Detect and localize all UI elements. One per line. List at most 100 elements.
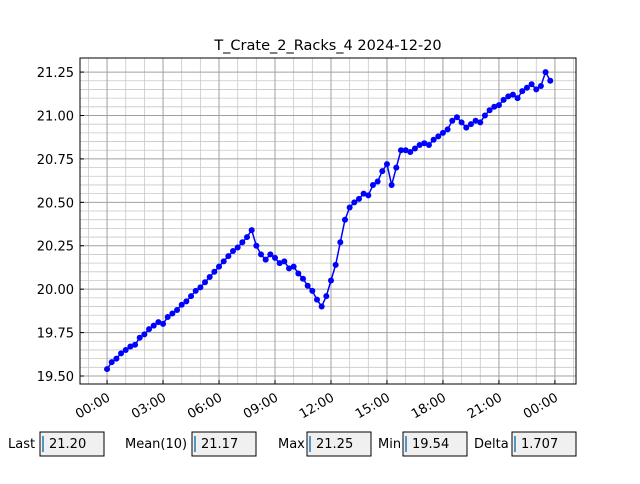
data-point [150, 322, 157, 329]
data-point [267, 251, 274, 258]
data-point [523, 84, 530, 91]
data-point [355, 195, 362, 202]
data-point [416, 142, 423, 149]
y-tick-label: 19.50 [37, 370, 74, 385]
data-point [299, 275, 306, 282]
data-point [397, 147, 404, 154]
data-point [118, 350, 125, 357]
data-point [202, 279, 209, 286]
data-point [262, 256, 269, 263]
data-point [537, 82, 544, 89]
data-point [453, 114, 460, 121]
data-point [407, 148, 414, 155]
data-point [411, 145, 418, 152]
y-tick-label: 21.25 [37, 66, 74, 81]
data-point [519, 88, 526, 95]
data-point [500, 96, 507, 103]
data-point [393, 164, 400, 171]
data-point [463, 124, 470, 131]
data-point [295, 270, 302, 277]
data-point [253, 242, 260, 249]
data-point [421, 140, 428, 147]
data-point [360, 190, 367, 197]
data-point [425, 142, 432, 149]
data-point [383, 161, 390, 168]
data-point [188, 293, 195, 300]
textbox[interactable] [39, 431, 105, 457]
data-point [127, 343, 134, 350]
data-point [472, 117, 479, 124]
textbox-value: 1.707 [521, 437, 558, 452]
data-point [444, 126, 451, 133]
data-point [458, 119, 465, 126]
data-point [146, 326, 153, 333]
data-point [239, 239, 246, 246]
data-point [164, 313, 171, 320]
textbox-label: Max [278, 437, 305, 452]
data-point [388, 181, 395, 188]
textbox[interactable] [191, 431, 257, 457]
data-point [547, 77, 554, 84]
data-point [178, 301, 185, 308]
data-point [430, 136, 437, 143]
data-point [313, 296, 320, 303]
data-point [449, 117, 456, 124]
data-point [141, 331, 148, 338]
data-point [374, 178, 381, 185]
data-point [155, 319, 162, 326]
data-point [108, 359, 115, 366]
textbox-value: 21.20 [49, 437, 86, 452]
data-point [481, 112, 488, 119]
data-point [323, 293, 330, 300]
textbox[interactable] [402, 431, 468, 457]
y-tick-label: 19.75 [37, 327, 74, 342]
data-point [192, 287, 199, 294]
data-point [309, 287, 316, 294]
data-point [230, 247, 237, 254]
y-tick-label: 20.25 [37, 240, 74, 255]
y-tick-label: 21.00 [37, 109, 74, 124]
data-point [477, 119, 484, 126]
data-point [132, 341, 139, 348]
data-point [379, 168, 386, 175]
data-point [514, 95, 521, 102]
textbox-value: 21.17 [201, 437, 238, 452]
data-point [183, 298, 190, 305]
chart-title: T_Crate_2_Racks_4 2024-12-20 [213, 38, 441, 54]
data-point [495, 102, 502, 109]
data-point [528, 81, 535, 88]
data-point [216, 263, 223, 270]
y-tick-label: 20.00 [37, 283, 74, 298]
data-point [290, 263, 297, 270]
textbox-value: 19.54 [412, 437, 449, 452]
data-point [365, 192, 372, 199]
data-point [285, 265, 292, 272]
data-point [337, 239, 344, 246]
data-point [505, 93, 512, 100]
data-point [244, 234, 251, 241]
data-point [318, 303, 325, 310]
data-point [113, 355, 120, 362]
textbox-label: Last [8, 437, 35, 452]
textbox-label: Delta [474, 437, 509, 452]
data-point [332, 261, 339, 268]
data-point [281, 258, 288, 265]
data-point [369, 181, 376, 188]
data-point [486, 107, 493, 114]
textbox-value: 21.25 [316, 437, 353, 452]
data-point [402, 147, 409, 154]
data-point [304, 282, 311, 289]
data-point [276, 260, 283, 267]
data-point [248, 227, 255, 234]
data-point [122, 346, 129, 353]
textbox[interactable] [511, 431, 577, 457]
textbox[interactable] [306, 431, 372, 457]
data-point [533, 86, 540, 93]
data-point [234, 244, 241, 251]
data-point [439, 129, 446, 136]
data-point [104, 366, 111, 373]
data-point [174, 307, 181, 314]
textbox-label: Mean(10) [125, 437, 187, 452]
data-point [327, 277, 334, 284]
